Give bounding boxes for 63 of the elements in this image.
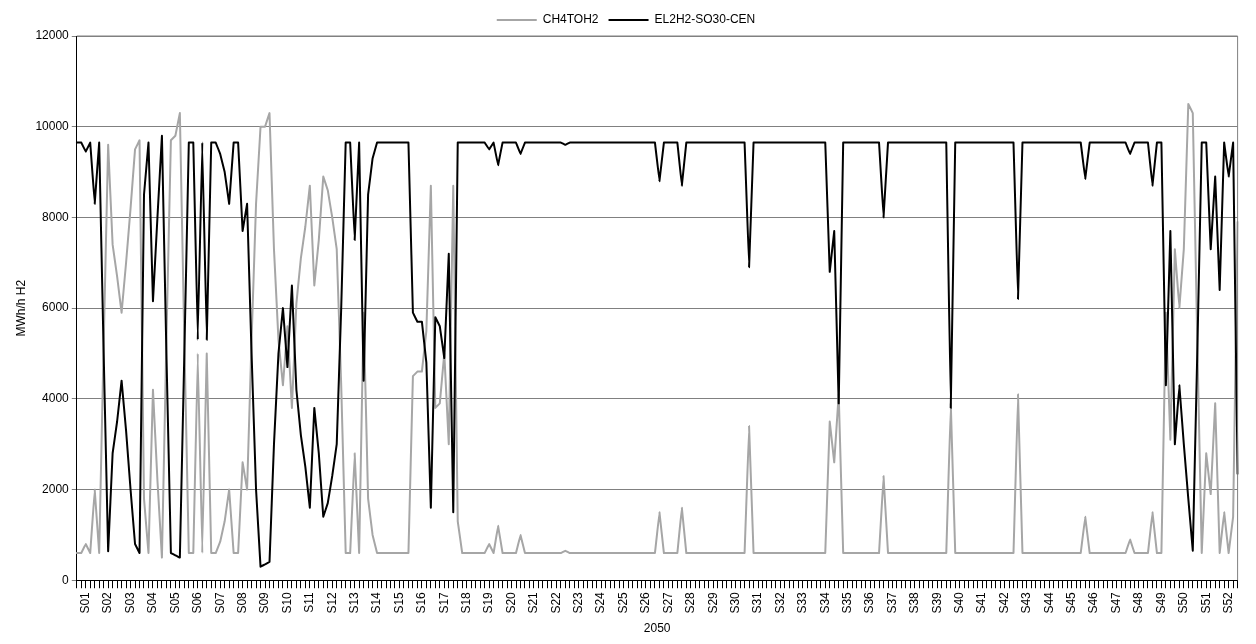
x-tick-label: S09 <box>257 591 272 614</box>
x-tick-label: S06 <box>190 591 205 614</box>
x-tick-label: S37 <box>884 591 899 614</box>
x-tick-label: S22 <box>548 591 563 614</box>
x-tick-label: S20 <box>503 591 518 614</box>
y-tick-label: 6000 <box>42 300 70 315</box>
x-tick-label: S25 <box>615 591 630 614</box>
x-tick-label: S38 <box>907 591 922 614</box>
x-tick-label: S52 <box>1220 591 1235 614</box>
x-tick-label: S28 <box>683 591 698 614</box>
x-tick-label: S14 <box>369 591 384 614</box>
x-tick-label: S41 <box>974 591 989 614</box>
x-tick-label: S05 <box>167 591 182 614</box>
x-tick-label: S44 <box>1041 591 1056 614</box>
x-tick-label: S34 <box>817 591 832 614</box>
y-tick-label: 10000 <box>35 119 70 134</box>
x-tick-label: S35 <box>839 591 854 614</box>
x-tick-label: S42 <box>996 591 1011 614</box>
x-tick-label: S12 <box>324 591 339 614</box>
x-tick-label: S11 <box>302 591 317 613</box>
x-tick-label: S36 <box>862 591 877 614</box>
legend-label: EL2H2-SO30-CEN <box>654 12 756 27</box>
x-tick-label: S16 <box>414 591 429 614</box>
x-tick-label: S39 <box>929 591 944 614</box>
x-axis-title: 2050 <box>643 621 671 636</box>
x-tick-label: S19 <box>481 591 496 614</box>
x-tick-label: S18 <box>459 591 474 614</box>
x-tick-label: S48 <box>1131 591 1146 614</box>
x-tick-label: S47 <box>1108 591 1123 614</box>
x-tick-label: S08 <box>234 591 249 614</box>
x-tick-label: S29 <box>705 591 720 614</box>
x-tick-label: S15 <box>391 591 406 614</box>
x-tick-label: S23 <box>571 591 586 614</box>
y-tick-label: 0 <box>62 572 70 587</box>
x-tick-label: S40 <box>952 591 967 614</box>
x-tick-label: S07 <box>212 591 227 614</box>
x-tick-label: S04 <box>145 591 160 614</box>
x-tick-label: S45 <box>1064 591 1079 614</box>
y-axis-title: MWh/h H2 <box>13 279 28 337</box>
x-tick-label: S17 <box>436 591 451 614</box>
x-tick-label: S10 <box>279 591 294 614</box>
x-tick-label: S51 <box>1198 591 1213 614</box>
x-tick-label: S46 <box>1086 591 1101 614</box>
y-tick-label: 12000 <box>35 28 70 43</box>
y-tick-label: 4000 <box>42 391 70 406</box>
x-tick-label: S26 <box>638 591 653 614</box>
x-tick-label: S32 <box>772 591 787 614</box>
x-tick-label: S01 <box>78 591 93 614</box>
y-tick-label: 2000 <box>42 481 70 496</box>
x-tick-label: S33 <box>795 591 810 614</box>
x-tick-label: S21 <box>526 591 541 614</box>
x-tick-label: S50 <box>1176 591 1191 614</box>
x-tick-label: S27 <box>660 591 675 614</box>
x-tick-label: S24 <box>593 591 608 614</box>
y-tick-label: 8000 <box>42 209 70 224</box>
x-tick-label: S02 <box>100 591 115 614</box>
x-tick-label: S30 <box>727 591 742 614</box>
x-tick-label: S43 <box>1019 591 1034 614</box>
x-tick-label: S03 <box>122 591 137 614</box>
x-tick-label: S49 <box>1153 591 1168 614</box>
x-tick-label: S13 <box>346 591 361 614</box>
x-tick-label: S31 <box>750 591 765 614</box>
legend-label: CH4TOH2 <box>542 12 599 27</box>
